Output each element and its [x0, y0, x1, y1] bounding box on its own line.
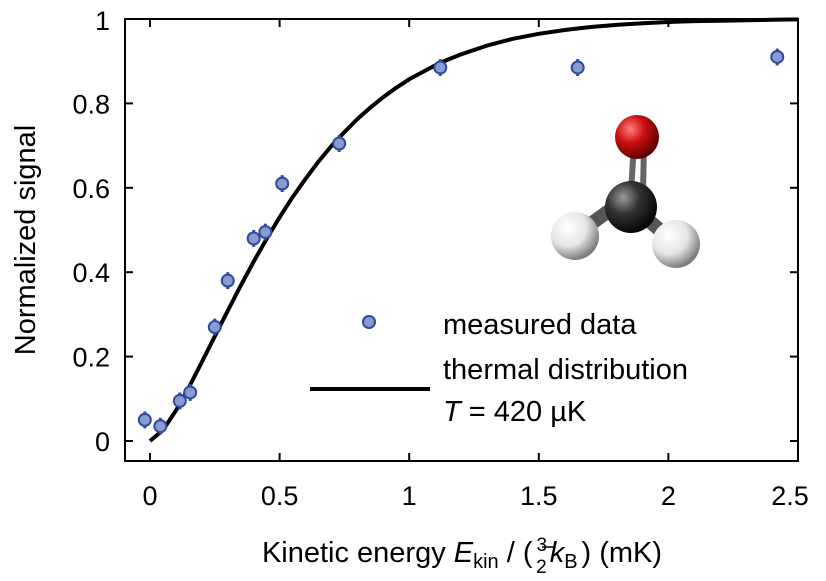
x-tick-label: 0.5 [261, 481, 299, 511]
y-tick-label: 0 [95, 427, 110, 457]
y-tick-label: 0.6 [72, 174, 110, 204]
x-label-symbol: E [454, 537, 474, 569]
data-point [770, 49, 785, 64]
y-tick-label: 0.4 [72, 258, 110, 288]
legend-marker-measured [362, 315, 376, 329]
x-axis-label: Kinetic energy Ekin / (3 2 kB) (mK) [262, 535, 662, 578]
thermal-distribution-curve [148, 17, 799, 443]
data-point [332, 136, 347, 151]
x-label-prefix: Kinetic energy [262, 537, 454, 569]
y-tick-label: 1 [95, 6, 110, 36]
hydrogen-atom-right [652, 220, 700, 268]
x-tick-label: 0 [142, 481, 157, 511]
measured-data-points [137, 48, 785, 435]
temperature-value: = 420 µK [461, 396, 587, 428]
data-point [153, 419, 168, 434]
data-point [137, 412, 152, 427]
y-axis-ticks: 0 0.2 0.4 0.6 0.8 1 [72, 6, 798, 457]
x-tick-label: 1 [402, 481, 417, 511]
x-axis-ticks: 0 0.5 1 1.5 2 2.5 [142, 19, 809, 511]
data-point [275, 176, 290, 191]
data-point [246, 231, 261, 246]
temperature-symbol: T [443, 396, 463, 428]
plot-frame [124, 18, 799, 462]
y-tick-label: 0.2 [72, 343, 110, 373]
legend-label-thermal: thermal distribution [443, 354, 688, 386]
y-tick-label: 0.8 [72, 89, 110, 119]
hydrogen-atom-left [551, 212, 599, 260]
x-tick-label: 2 [661, 481, 676, 511]
x-label-kb-subscript: B [564, 551, 577, 573]
y-axis-label: Normalized signal [10, 125, 42, 356]
x-label-slash: / ( [499, 537, 533, 569]
carbon-atom [605, 181, 657, 233]
oxygen-atom [615, 115, 659, 159]
x-tick-label: 1.5 [520, 481, 558, 511]
x-label-kb-symbol: k [550, 537, 566, 569]
legend-label-measured: measured data [443, 309, 637, 341]
data-point [183, 385, 198, 400]
data-point [433, 60, 448, 75]
x-label-symbol-subscript: kin [473, 551, 499, 573]
x-label-fraction-denominator: 2 [536, 557, 547, 578]
x-label-fraction-numerator: 3 [537, 535, 548, 556]
data-point [570, 60, 585, 75]
data-point [220, 273, 235, 288]
data-point [172, 393, 187, 408]
legend: measured data thermal distribution T = 4… [310, 309, 688, 428]
legend-label-temperature: T = 420 µK [443, 396, 587, 428]
x-tick-label: 2.5 [771, 481, 809, 511]
data-point [258, 225, 273, 240]
data-point [207, 320, 222, 335]
formaldehyde-molecule [551, 115, 700, 268]
x-label-suffix: ) (mK) [582, 537, 663, 569]
